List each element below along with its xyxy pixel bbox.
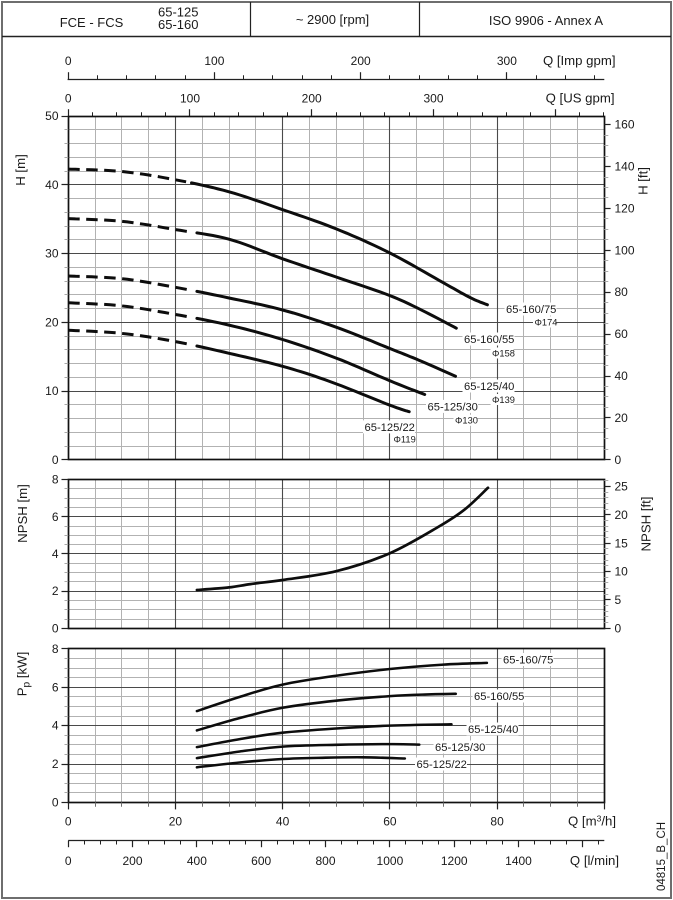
svg-text:65-125/40: 65-125/40 [468,724,518,736]
svg-text:800: 800 [315,854,335,868]
svg-text:Φ119: Φ119 [394,435,416,445]
svg-text:0: 0 [65,92,72,106]
svg-text:Φ174: Φ174 [535,317,558,327]
svg-text:600: 600 [251,854,271,868]
svg-text:40: 40 [615,369,629,383]
svg-text:25: 25 [615,480,629,494]
svg-text:65-160/75: 65-160/75 [506,304,556,316]
svg-text:Q [Imp gpm]: Q [Imp gpm] [543,53,616,68]
svg-text:0: 0 [65,814,72,828]
svg-text:30: 30 [45,247,59,261]
svg-text:65-160/55: 65-160/55 [474,691,524,703]
svg-text:40: 40 [276,814,290,828]
svg-text:65-160/55: 65-160/55 [464,334,514,346]
svg-text:40: 40 [45,178,59,192]
svg-text:0: 0 [65,54,72,68]
svg-text:1400: 1400 [505,854,532,868]
svg-text:200: 200 [351,54,371,68]
svg-text:1200: 1200 [441,854,468,868]
svg-text:20: 20 [169,814,183,828]
svg-text:0: 0 [65,854,72,868]
svg-text:ISO 9906 - Annex A: ISO 9906 - Annex A [489,13,604,28]
svg-text:Q [l/min]: Q [l/min] [570,853,619,868]
svg-text:~ 2900 [rpm]: ~ 2900 [rpm] [296,12,369,27]
svg-text:65-160: 65-160 [158,17,198,32]
svg-text:2: 2 [52,584,59,598]
svg-text:4: 4 [52,547,59,561]
svg-text:65-125/40: 65-125/40 [464,381,514,393]
svg-text:65-125/30: 65-125/30 [428,401,478,413]
svg-text:60: 60 [615,327,629,341]
svg-text:65-125/22: 65-125/22 [417,759,467,771]
svg-text:100: 100 [615,243,635,257]
svg-text:0: 0 [52,795,59,809]
svg-text:4: 4 [52,719,59,733]
svg-text:FCE - FCS: FCE - FCS [60,15,124,30]
svg-text:65-125: 65-125 [158,5,198,20]
svg-text:NPSH [ft]: NPSH [ft] [639,497,654,552]
svg-text:80: 80 [615,285,629,299]
svg-text:8: 8 [52,642,59,656]
svg-text:100: 100 [204,54,224,68]
svg-text:65-125/30: 65-125/30 [435,742,485,754]
svg-text:60: 60 [383,814,397,828]
svg-text:400: 400 [187,854,207,868]
svg-text:80: 80 [490,814,504,828]
svg-text:0: 0 [52,621,59,635]
svg-text:0: 0 [52,453,59,467]
svg-text:Φ130: Φ130 [455,416,478,426]
svg-text:50: 50 [45,109,59,123]
svg-text:6: 6 [52,510,59,524]
svg-text:6: 6 [52,680,59,694]
svg-text:1000: 1000 [377,854,404,868]
svg-text:20: 20 [615,508,629,522]
svg-text:65-125/22: 65-125/22 [365,422,415,434]
svg-text:200: 200 [122,854,142,868]
svg-text:0: 0 [615,621,622,635]
svg-text:140: 140 [615,160,635,174]
svg-text:NPSH [m]: NPSH [m] [15,484,30,543]
svg-text:2: 2 [52,757,59,771]
svg-text:10: 10 [615,565,629,579]
svg-text:200: 200 [302,92,322,106]
svg-text:Φ158: Φ158 [492,348,515,358]
svg-text:04815_B_CH: 04815_B_CH [656,822,668,891]
svg-text:300: 300 [423,92,443,106]
svg-text:15: 15 [615,536,629,550]
svg-text:300: 300 [497,54,517,68]
svg-text:H [m]: H [m] [13,154,28,186]
svg-text:20: 20 [45,315,59,329]
svg-text:Q [US gpm]: Q [US gpm] [546,91,615,106]
svg-text:10: 10 [45,384,59,398]
svg-text:Φ139: Φ139 [492,395,515,405]
svg-text:8: 8 [52,473,59,487]
svg-text:160: 160 [615,118,635,132]
svg-text:Q [m3/h]: Q [m3/h] [568,813,616,828]
svg-text:100: 100 [180,92,200,106]
svg-text:H [ft]: H [ft] [636,167,651,195]
svg-text:120: 120 [615,201,635,215]
svg-text:65-160/75: 65-160/75 [503,655,553,667]
svg-text:5: 5 [615,593,622,607]
svg-text:20: 20 [615,411,629,425]
svg-text:0: 0 [615,453,622,467]
